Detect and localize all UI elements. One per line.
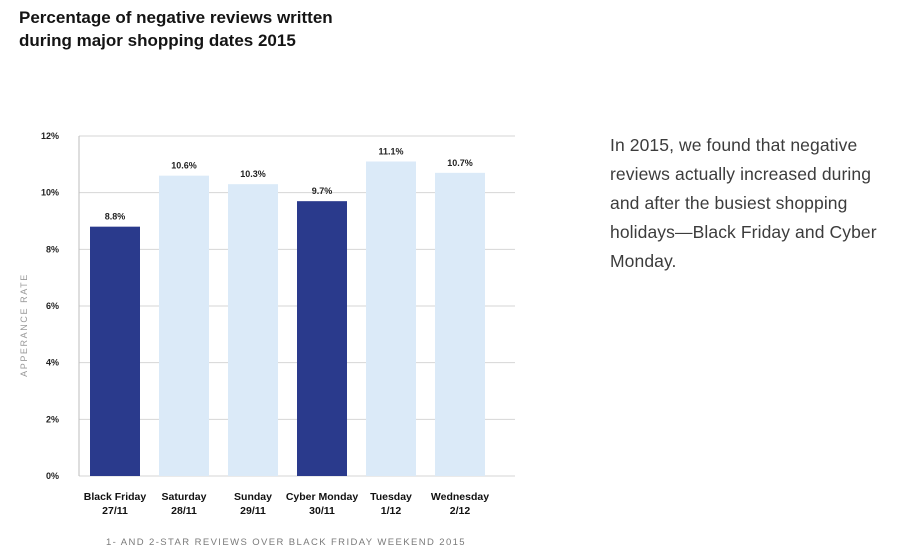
x-tick-label: Wednesday — [431, 491, 489, 503]
bar — [366, 161, 416, 476]
bar — [159, 175, 209, 476]
x-tick-label-date: 27/11 — [102, 505, 128, 517]
labels: 0% 2% 4% 6% 8% 10% 12% 8.8% Black Friday 27/11 10.… — [41, 131, 489, 517]
x-tick-label: Saturday — [162, 491, 207, 503]
chart-title: Percentage of negative reviews written d… — [19, 6, 379, 52]
chart-title-line-2: during major shopping dates 2015 — [19, 31, 296, 50]
y-axis-title: APPERANCE RATE — [19, 273, 29, 377]
x-tick-label-date: 1/12 — [381, 505, 402, 517]
x-tick-label: Black Friday — [84, 491, 147, 503]
y-tick-label: 4% — [46, 358, 59, 368]
x-tick-label-date: 30/11 — [309, 505, 335, 517]
x-tick-label-date: 2/12 — [450, 505, 471, 517]
y-tick-label: 2% — [46, 414, 59, 424]
bar-value-label: 11.1% — [378, 147, 403, 157]
y-tick-label: 10% — [41, 188, 59, 198]
x-tick-label-date: 28/11 — [171, 505, 197, 517]
y-tick-label: 12% — [41, 131, 59, 141]
x-axis-footnote: 1- AND 2-STAR REVIEWS OVER BLACK FRIDAY … — [106, 537, 466, 548]
y-tick-label: 0% — [46, 471, 59, 481]
bar — [228, 184, 278, 476]
bars — [90, 161, 485, 477]
x-tick-label: Tuesday — [370, 491, 412, 503]
bar-value-label: 10.3% — [240, 169, 266, 179]
y-tick-label: 6% — [46, 301, 59, 311]
x-tick-label: Sunday — [234, 491, 272, 503]
x-tick-label-date: 29/11 — [240, 505, 266, 517]
bar — [435, 172, 485, 477]
bar-value-label: 10.6% — [171, 161, 197, 171]
bar-value-label: 9.7% — [312, 186, 333, 196]
bar-value-label: 8.8% — [105, 212, 126, 222]
chart-title-line-1: Percentage of negative reviews written — [19, 8, 333, 27]
bar — [90, 226, 140, 476]
y-tick-label: 8% — [46, 244, 59, 254]
side-description: In 2015, we found that negative reviews … — [610, 135, 877, 271]
bar — [297, 201, 347, 476]
bar-value-label: 10.7% — [447, 158, 473, 168]
x-tick-label: Cyber Monday — [286, 491, 359, 503]
